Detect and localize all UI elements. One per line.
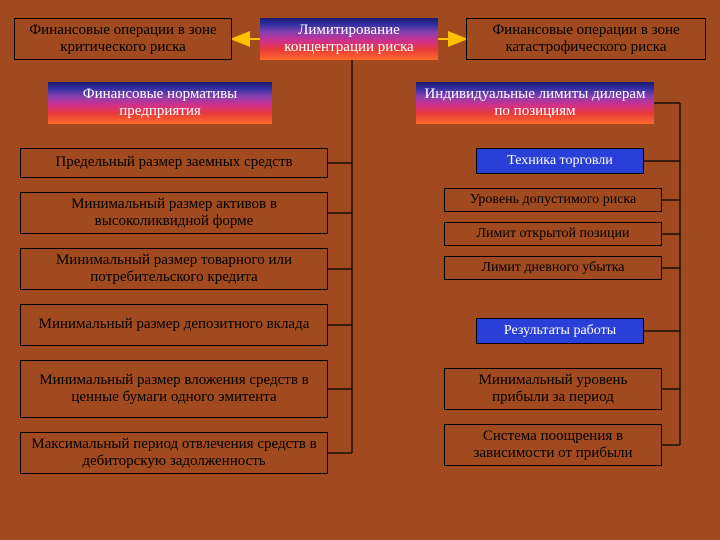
box-r3: Лимит дневного убытка: [444, 256, 662, 280]
box-l2: Минимальный размер активов в высоколикви…: [20, 192, 328, 234]
box-l4: Минимальный размер депозитного вклада: [20, 304, 328, 346]
box-r4: Минимальный уровень прибыли за период: [444, 368, 662, 410]
box-l3: Минимальный размер товарного или потреби…: [20, 248, 328, 290]
box-l5: Минимальный размер вложения средств в це…: [20, 360, 328, 418]
box-top_center: Лимитирование концентрации риска: [260, 18, 438, 60]
box-l1: Предельный размер заемных средств: [20, 148, 328, 178]
box-res: Результаты работы: [476, 318, 644, 344]
box-r2: Лимит открытой позиции: [444, 222, 662, 246]
box-r1: Уровень допустимого риска: [444, 188, 662, 212]
box-top_right: Финансовые операции в зоне катастрофичес…: [466, 18, 706, 60]
box-fin_norm: Финансовые нормативы предприятия: [48, 82, 272, 124]
box-top_left: Финансовые операции в зоне критического …: [14, 18, 232, 60]
box-tech: Техника торговли: [476, 148, 644, 174]
box-ind_lim: Индивидуальные лимиты дилерам по позиция…: [416, 82, 654, 124]
box-l6: Максимальный период отвлечения средств в…: [20, 432, 328, 474]
box-r5: Система поощрения в зависимости от прибы…: [444, 424, 662, 466]
